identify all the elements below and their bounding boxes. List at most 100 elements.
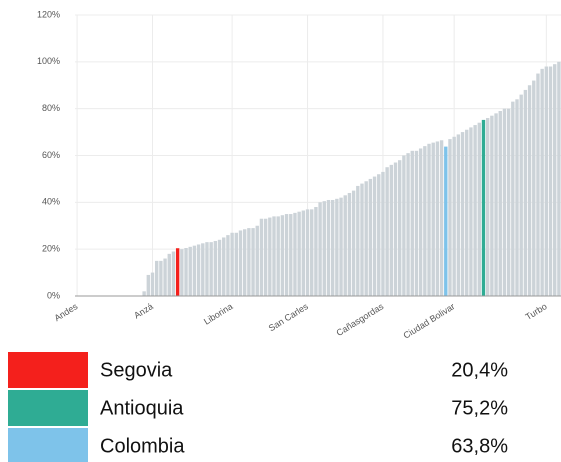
bar (527, 85, 532, 296)
bar (213, 240, 218, 296)
bar (532, 80, 536, 296)
bar (184, 247, 188, 296)
y-tick-label: 60% (42, 150, 60, 160)
bar (389, 164, 394, 296)
bar (251, 228, 255, 296)
bar (167, 253, 171, 296)
bar (335, 198, 339, 296)
bar (289, 214, 293, 296)
bar (255, 225, 259, 296)
bar (473, 125, 477, 296)
x-tick-label: Cañasgordas (335, 301, 386, 338)
bar (293, 212, 297, 296)
bar (385, 167, 389, 296)
bar (360, 183, 364, 296)
bar (159, 260, 163, 296)
bar (330, 199, 335, 296)
bar (435, 141, 440, 296)
bar (339, 197, 343, 296)
legend-swatch (8, 390, 88, 426)
bar (553, 64, 557, 296)
bar (247, 228, 251, 296)
bar (427, 143, 431, 296)
bar (314, 207, 318, 296)
bar (175, 248, 180, 296)
x-tick-label: Ciudad Bolivar (402, 301, 457, 340)
bar (171, 251, 176, 296)
bar (188, 246, 192, 296)
bar (477, 122, 481, 296)
y-tick-label: 80% (42, 103, 60, 113)
bar (444, 146, 448, 296)
bar (305, 209, 310, 296)
bar (209, 242, 213, 296)
bar (297, 211, 301, 296)
bar (142, 291, 146, 296)
x-tick-label: Andes (52, 301, 79, 323)
legend-value: 75,2% (451, 397, 508, 419)
legend-value: 20,4% (451, 359, 508, 381)
bar (351, 190, 356, 296)
bar (393, 162, 398, 296)
bar (280, 215, 285, 296)
x-tick-label: Turbo (524, 301, 549, 322)
bar (364, 181, 368, 296)
y-tick-label: 0% (47, 290, 60, 300)
y-tick-label: 100% (37, 56, 60, 66)
bar (439, 140, 444, 296)
x-tick-label: Liborina (202, 301, 234, 326)
bar (196, 244, 201, 296)
bar (226, 235, 230, 296)
bar (377, 174, 381, 296)
bar (222, 237, 226, 296)
bar (506, 108, 511, 297)
bar (347, 192, 352, 296)
x-tick-label: San Carles (267, 301, 310, 333)
bar (456, 134, 461, 296)
legend-value: 63,8% (451, 435, 508, 457)
bar (511, 101, 515, 297)
bar (242, 229, 247, 296)
bar (150, 272, 155, 296)
bar (322, 201, 326, 296)
bar (217, 239, 222, 296)
bar (448, 139, 452, 296)
bar (406, 153, 410, 296)
y-tick-label: 120% (37, 9, 60, 19)
bar (498, 111, 502, 296)
bar (326, 199, 331, 296)
bar (494, 113, 498, 296)
legend-swatch (8, 428, 88, 462)
bar (356, 185, 360, 296)
bar (469, 127, 473, 297)
bar (155, 260, 159, 296)
bar (301, 210, 306, 296)
bar (263, 218, 268, 296)
bar (234, 232, 238, 296)
bar (398, 160, 402, 296)
bar (146, 274, 151, 296)
bar (272, 216, 276, 296)
legend-name: Antioquia (100, 397, 184, 419)
bar (318, 202, 322, 296)
bar (276, 216, 280, 296)
bar (201, 243, 205, 296)
bar (536, 73, 540, 297)
bar (515, 99, 519, 296)
bar (465, 129, 469, 296)
bar (343, 195, 347, 296)
bar (192, 245, 197, 296)
x-tick-label: Anzá (132, 301, 155, 320)
bar (423, 146, 427, 296)
bar (490, 115, 494, 296)
legend-name: Colombia (100, 435, 185, 457)
bar (414, 150, 419, 296)
bar (163, 258, 167, 296)
bar (205, 242, 209, 296)
bar (540, 68, 544, 296)
bar (481, 119, 486, 296)
bar (523, 89, 528, 296)
bar (230, 232, 234, 296)
bar (372, 176, 377, 296)
